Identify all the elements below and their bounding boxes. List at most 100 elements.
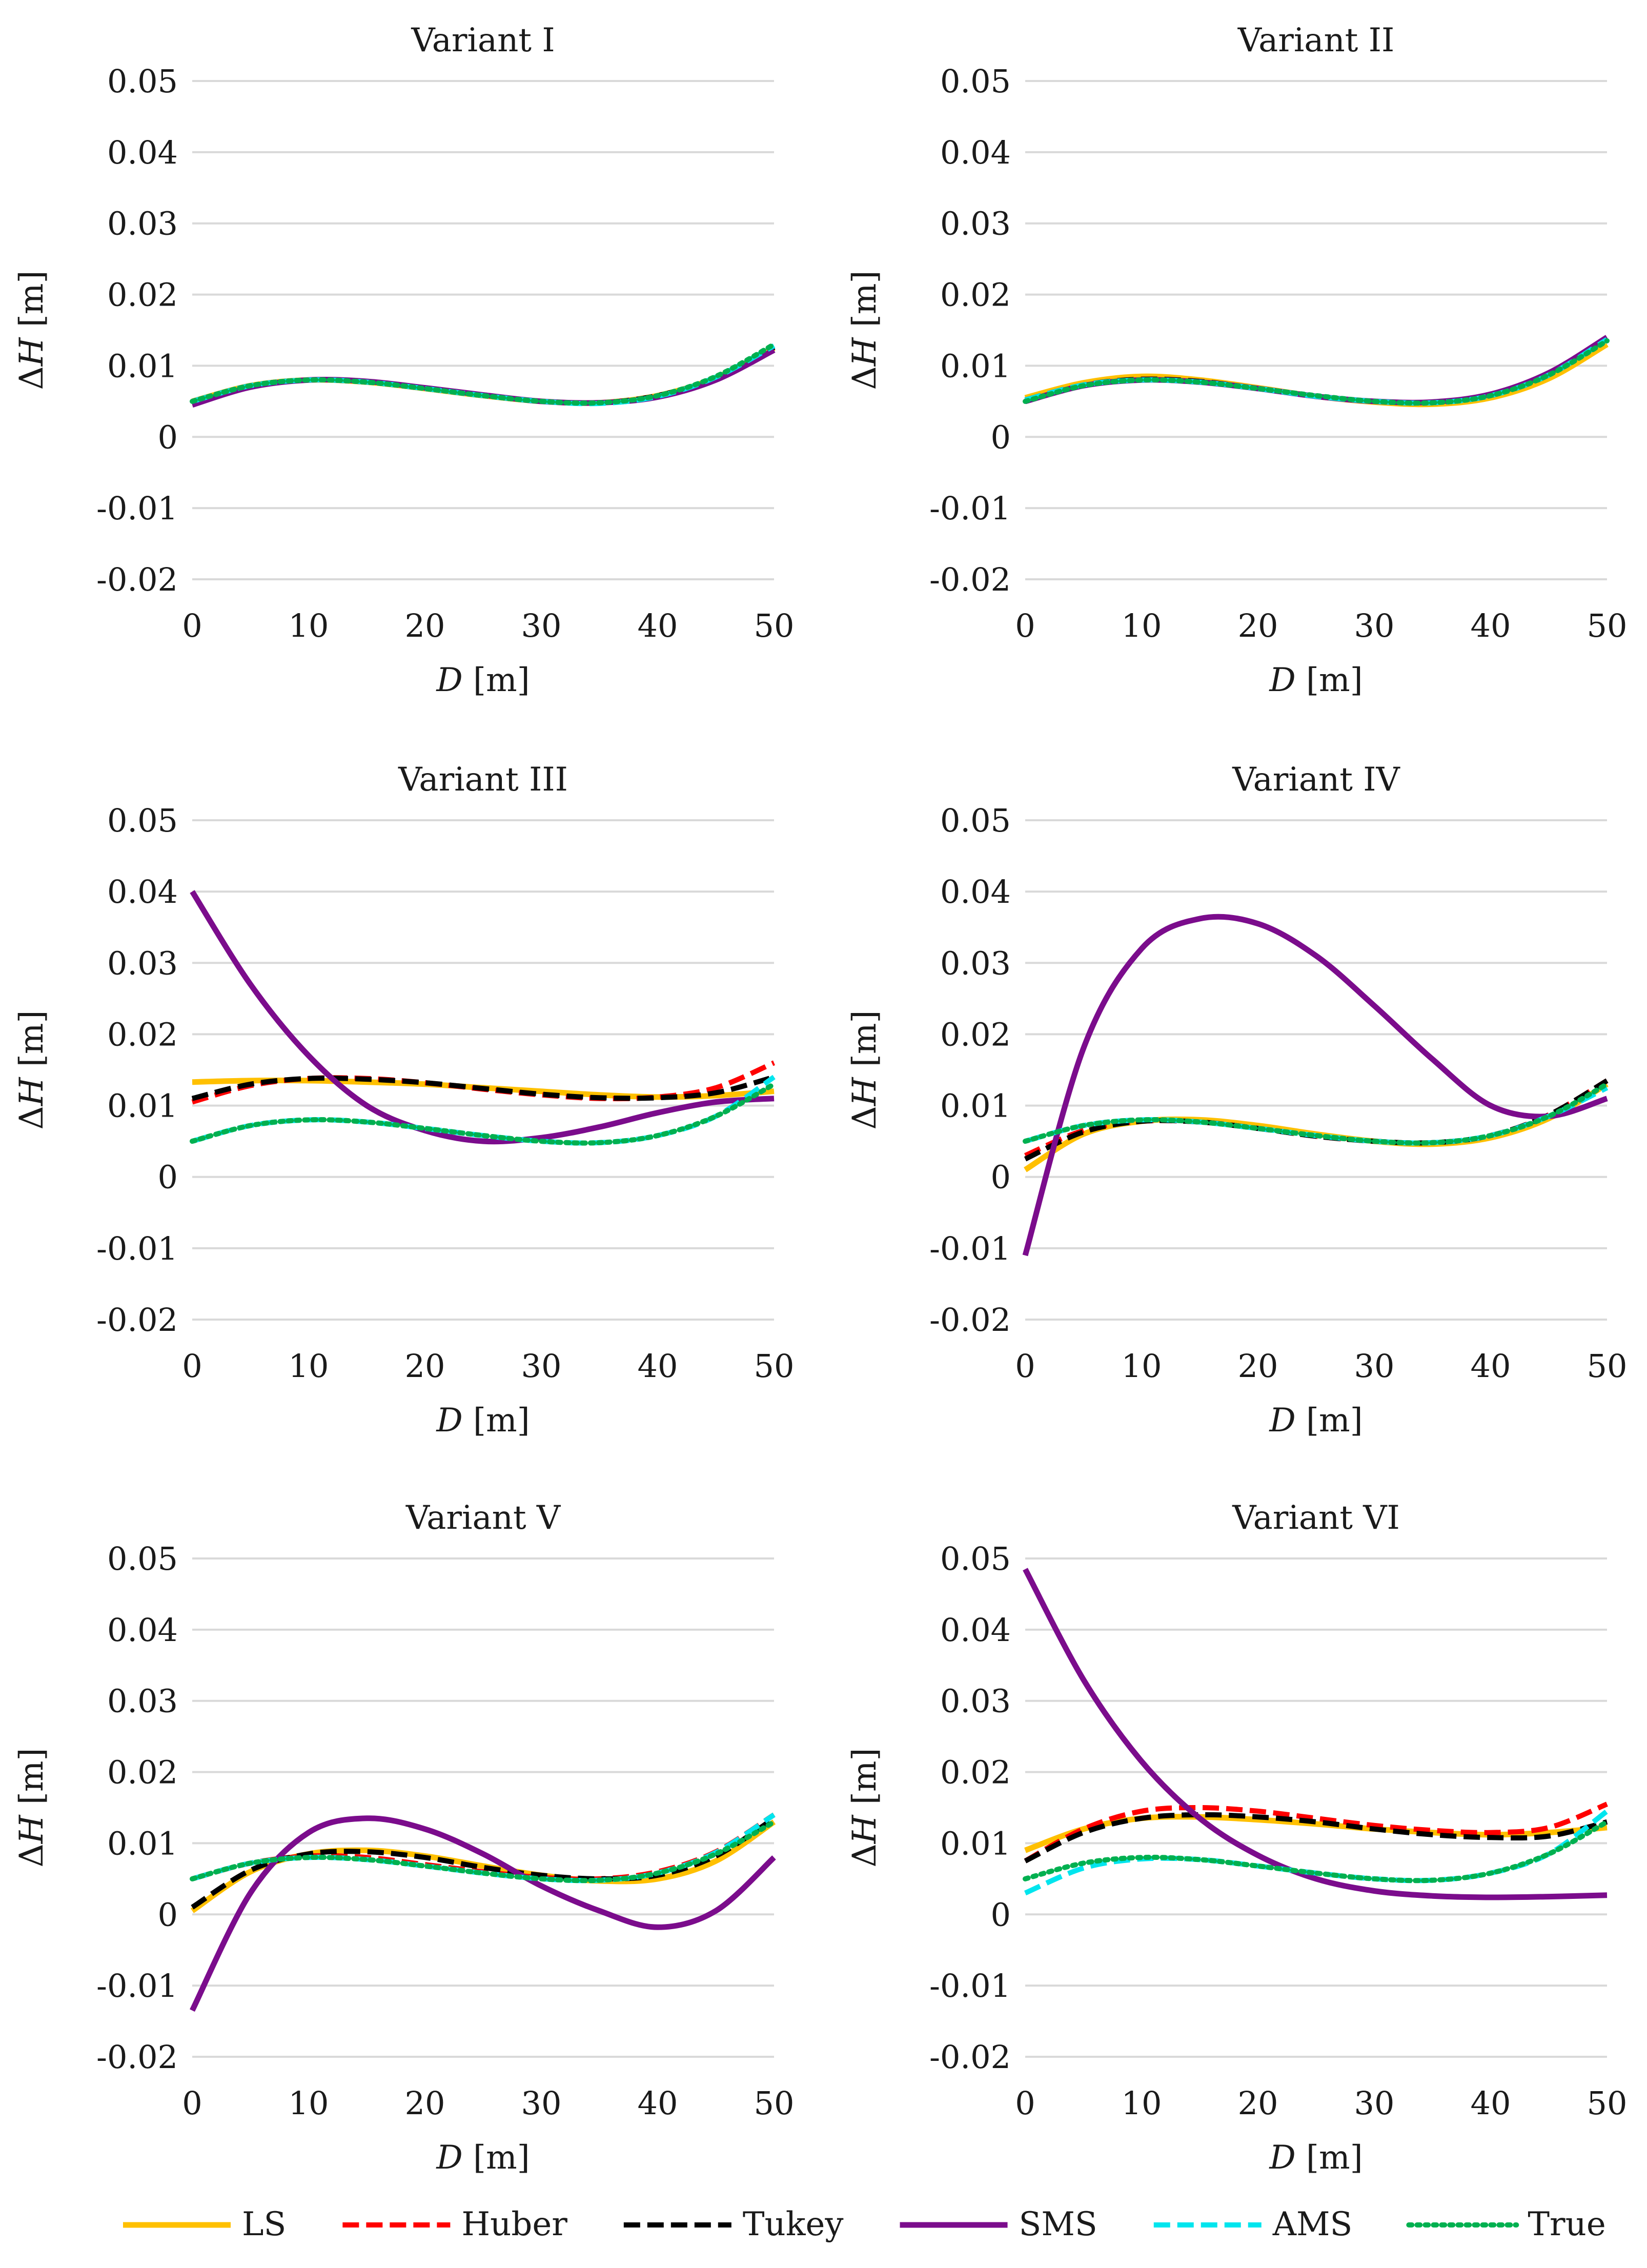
y-tick-label: 0.04	[107, 1611, 178, 1649]
x-tick-label: 20	[405, 607, 445, 644]
x-axis-label-var: D	[436, 2139, 462, 2177]
series-line-sms	[190, 1815, 776, 2012]
y-tick-label: 0.03	[940, 1683, 1011, 1720]
chart-title: Variant IV	[1232, 761, 1400, 799]
y-tick-label: -0.02	[96, 561, 178, 598]
y-tick-label: 0.01	[107, 1825, 178, 1862]
series-line-true	[190, 1819, 777, 1884]
series-line-sms	[1023, 1568, 1608, 1900]
x-tick-label: 30	[1354, 607, 1395, 644]
x-tick-label: 20	[1238, 2084, 1278, 2122]
x-axis-label-unit: [m]	[1296, 1402, 1363, 1440]
y-axis-label-var: H	[13, 337, 51, 367]
x-axis-label-unit: [m]	[463, 661, 530, 699]
y-tick-label: -0.01	[96, 1230, 178, 1267]
y-tick-label: 0.03	[107, 944, 178, 982]
x-axis-label-var: D	[436, 661, 462, 699]
x-tick-label: 10	[1122, 1347, 1162, 1385]
legend-item-true: True	[1406, 2205, 1606, 2243]
x-tick-label: 20	[405, 2084, 445, 2122]
x-tick-label: 50	[1587, 1347, 1628, 1385]
y-axis-label-unit: [m]	[13, 1748, 51, 1815]
y-tick-label: 0.05	[940, 802, 1011, 839]
series-line-true	[190, 1081, 777, 1146]
y-axis-label: ΔH [m]	[846, 271, 884, 390]
chart-panel-4: Variant IV 0.05 0.04 0.03 0.02 0.01 0 -0.01 -0.0…	[846, 761, 1627, 1440]
x-tick-label: 0	[1015, 607, 1035, 644]
y-axis-label: ΔH [m]	[13, 1010, 51, 1130]
x-axis-label-unit: [m]	[463, 2139, 530, 2177]
series-line-sms	[1022, 914, 1608, 1257]
y-tick-label: 0.01	[940, 1087, 1011, 1125]
y-tick-label: 0	[158, 1896, 178, 1933]
legend-item-tukey: Tukey	[623, 2205, 844, 2243]
x-tick-label: 0	[182, 607, 202, 644]
x-tick-label: 50	[1587, 2084, 1628, 2122]
x-tick-label: 30	[521, 607, 562, 644]
y-tick-label: -0.02	[929, 1301, 1011, 1339]
y-tick-label: 0.03	[107, 205, 178, 242]
x-axis-label: D [m]	[1269, 1402, 1363, 1440]
y-axis-label: ΔH [m]	[13, 1748, 51, 1868]
x-tick-label: 50	[1587, 607, 1628, 644]
y-tick-label: -0.02	[96, 2038, 178, 2076]
chart-title: Variant I	[411, 22, 555, 59]
y-axis-label-prefix: Δ	[13, 1844, 51, 1867]
x-axis-label: D [m]	[436, 2139, 530, 2177]
x-tick-label: 10	[1122, 607, 1162, 644]
x-tick-label: 20	[1238, 1347, 1278, 1385]
legend-label: LS	[242, 2205, 286, 2243]
y-tick-label: -0.01	[929, 1230, 1011, 1267]
chart-title: Variant II	[1237, 22, 1395, 59]
x-tick-label: 40	[638, 2084, 678, 2122]
y-axis-label-unit: [m]	[846, 1748, 884, 1815]
y-tick-label: 0	[158, 1159, 178, 1196]
y-tick-label: 0	[991, 1159, 1011, 1196]
y-axis-label-prefix: Δ	[13, 366, 51, 390]
series-line-huber	[1024, 1078, 1609, 1158]
y-tick-label: -0.01	[96, 490, 178, 527]
y-tick-label: 0.02	[107, 1016, 178, 1053]
x-axis-label-unit: [m]	[1296, 661, 1363, 699]
y-tick-label: 0.01	[107, 347, 178, 384]
x-tick-label: 40	[1471, 607, 1511, 644]
x-tick-label: 20	[405, 1347, 445, 1385]
y-axis-label: ΔH [m]	[13, 271, 51, 390]
y-tick-label: -0.01	[929, 1967, 1011, 2004]
legend-label: Tukey	[743, 2205, 844, 2243]
legend-label: Huber	[461, 2205, 567, 2243]
x-tick-label: 0	[182, 1347, 202, 1385]
series-line-true	[1023, 1819, 1610, 1884]
x-tick-label: 10	[1122, 2084, 1162, 2122]
x-tick-label: 40	[638, 1347, 678, 1385]
y-axis-label-unit: [m]	[13, 271, 51, 338]
x-tick-label: 50	[754, 607, 795, 644]
x-axis-label: D [m]	[1269, 2139, 1363, 2177]
y-tick-label: 0.01	[940, 347, 1011, 384]
x-tick-label: 50	[754, 1347, 795, 1385]
x-tick-label: 0	[1015, 1347, 1035, 1385]
y-axis-label-unit: [m]	[846, 1010, 884, 1078]
legend-label: True	[1528, 2205, 1605, 2243]
x-axis-label-var: D	[436, 1402, 462, 1440]
x-axis-label-unit: [m]	[1296, 2139, 1363, 2177]
x-tick-label: 30	[521, 2084, 562, 2122]
chart-title: Variant VI	[1232, 1499, 1400, 1537]
chart-panels: Variant I 0.05 0.04 0.03 0.02 0.01 0 -0.01 -0.02…	[13, 22, 1627, 2177]
y-tick-label: 0	[158, 418, 178, 456]
y-tick-label: 0.01	[107, 1087, 178, 1125]
x-tick-label: 0	[1015, 2084, 1035, 2122]
chart-panel-3: Variant III 0.05 0.04 0.03 0.02 0.01 0 -0.01 -0.…	[13, 761, 794, 1440]
y-tick-label: 0.02	[940, 276, 1011, 314]
chart-panel-1: Variant I 0.05 0.04 0.03 0.02 0.01 0 -0.01 -0.02…	[13, 22, 794, 699]
x-axis-label: D [m]	[436, 661, 530, 699]
x-tick-label: 10	[289, 607, 329, 644]
y-axis-label: ΔH [m]	[846, 1748, 884, 1868]
y-tick-label: 0.05	[107, 802, 178, 839]
y-tick-label: 0	[991, 1896, 1011, 1933]
y-tick-label: 0.02	[107, 1754, 178, 1791]
x-tick-label: 10	[289, 2084, 329, 2122]
y-tick-label: 0.05	[940, 63, 1011, 100]
series-line-sms	[190, 890, 775, 1145]
chart-panel-2: Variant II 0.05 0.04 0.03 0.02 0.01 0 -0.01 -0.0…	[846, 22, 1627, 699]
